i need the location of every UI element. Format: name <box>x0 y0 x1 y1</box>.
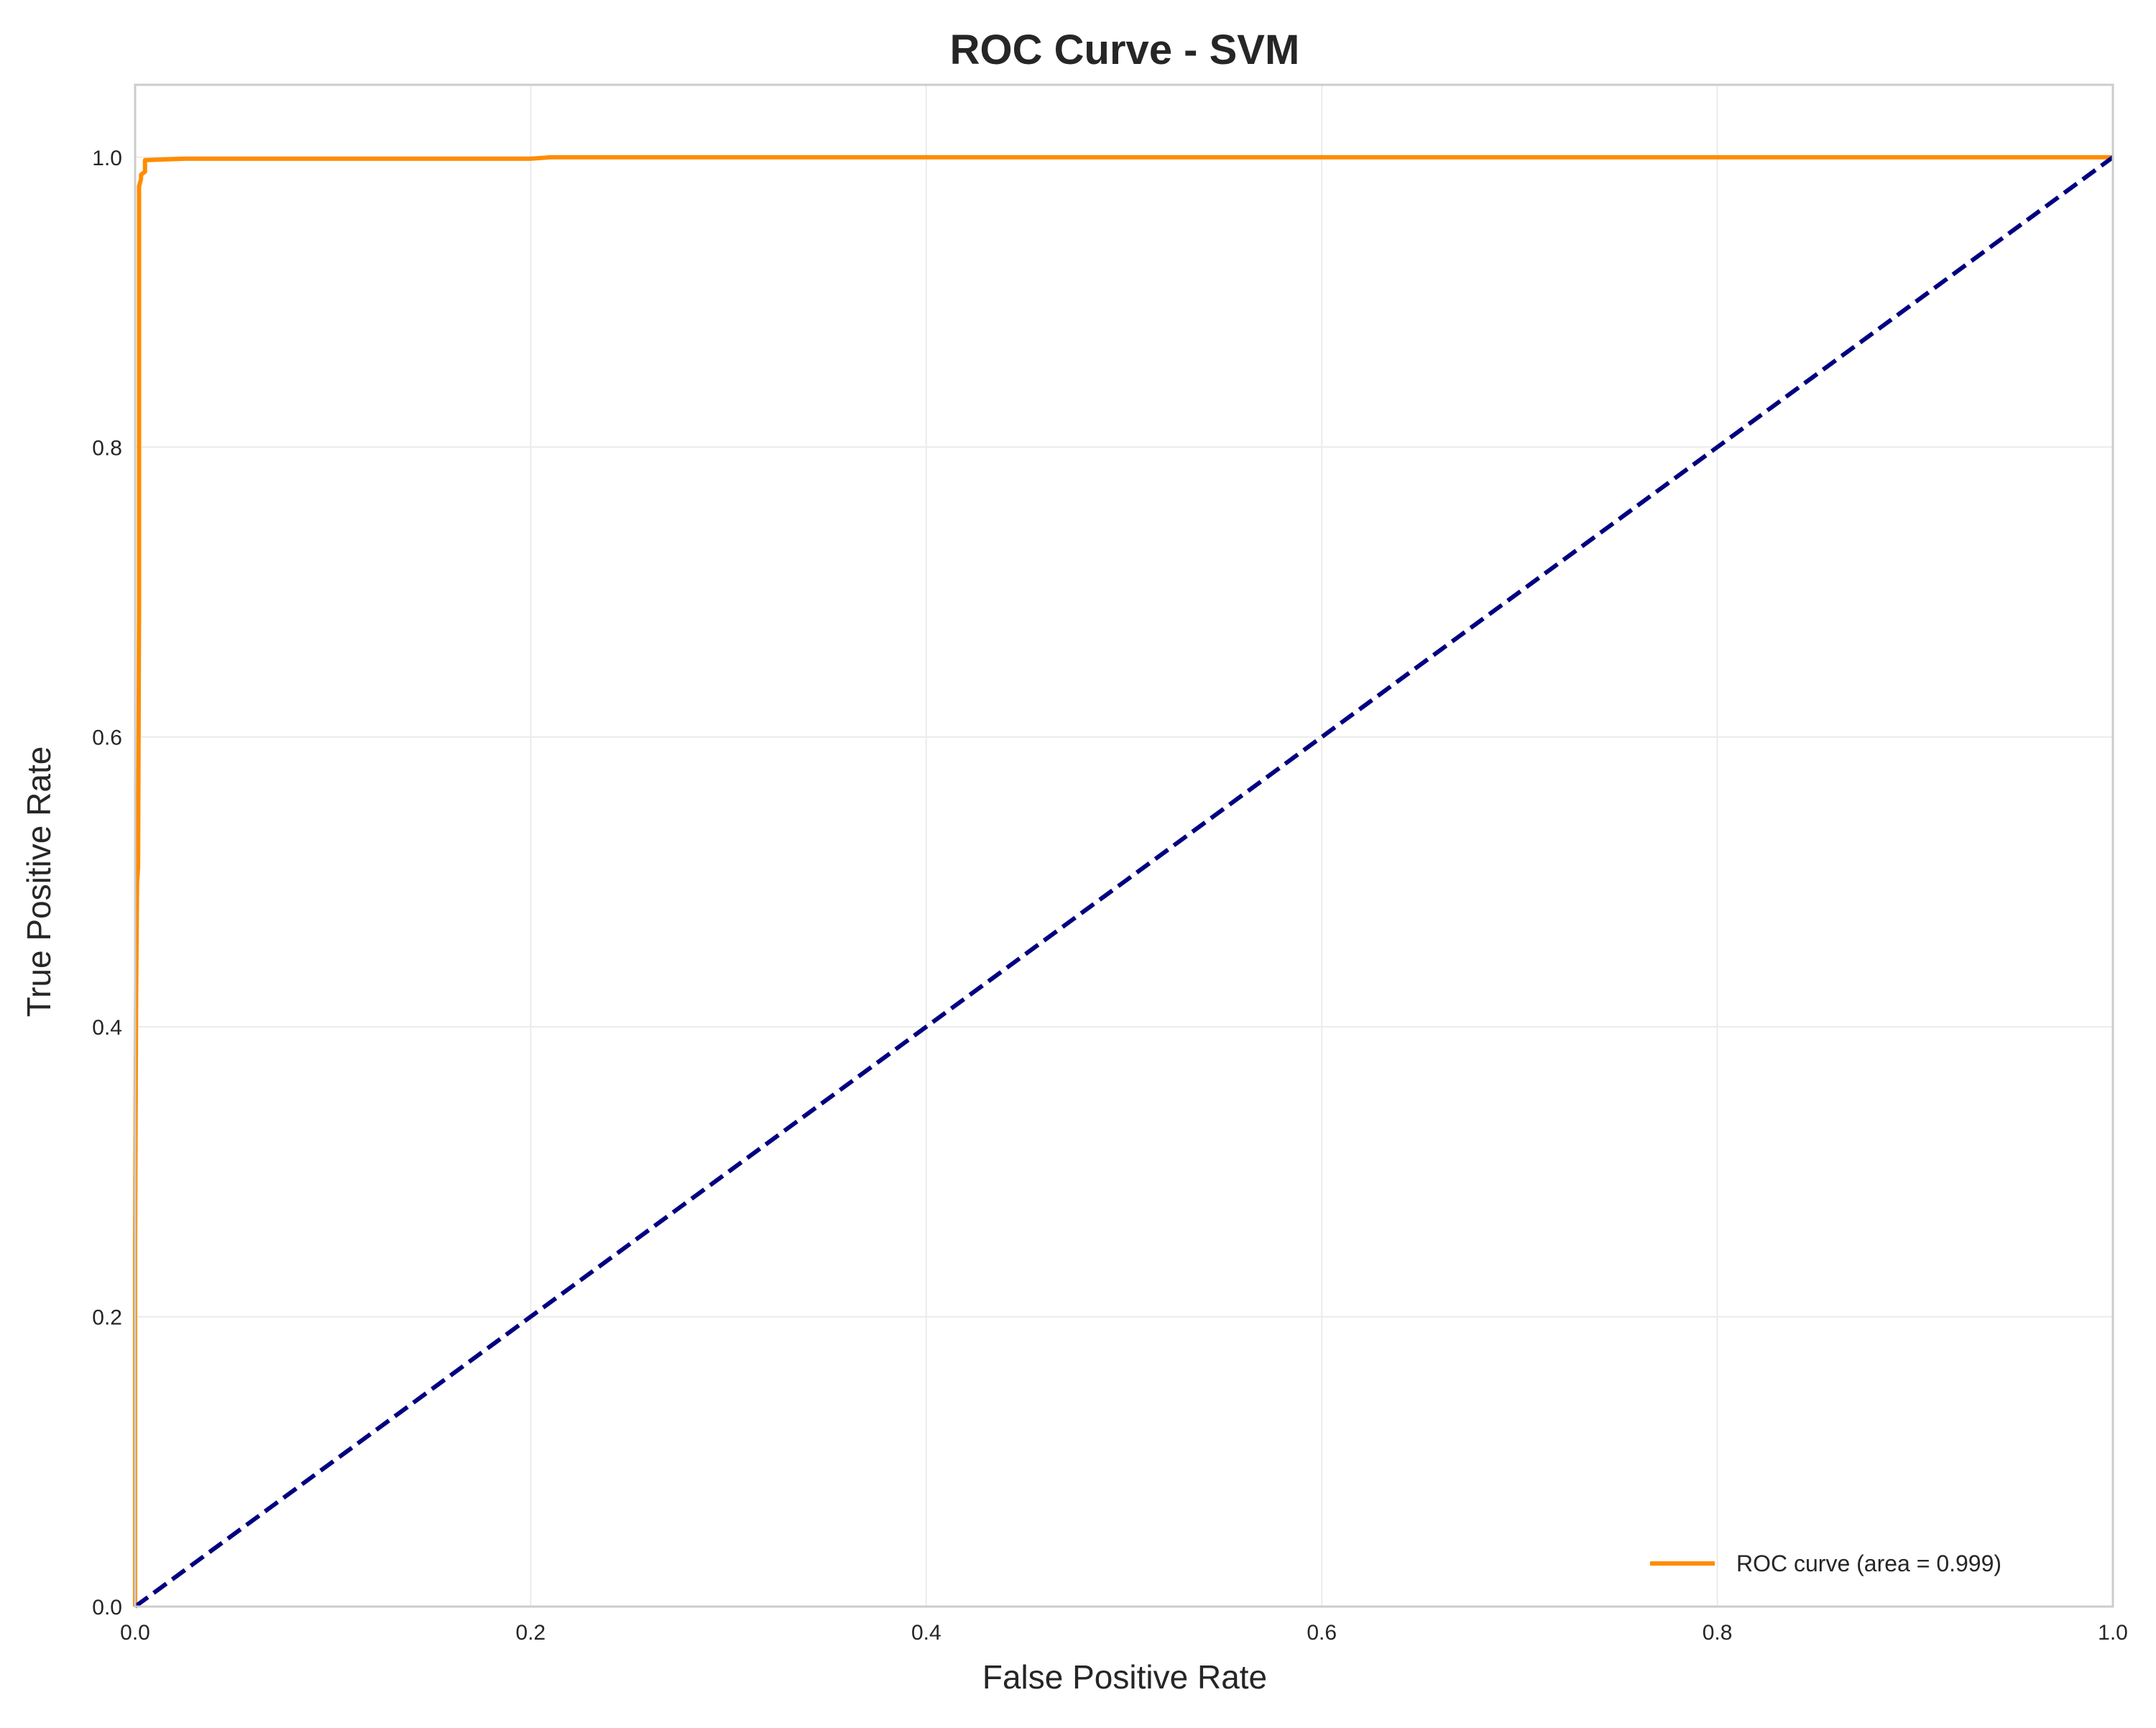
x-tick-label: 0.4 <box>911 1621 941 1645</box>
x-axis-label: False Positive Rate <box>982 1658 1267 1696</box>
y-axis-label: True Positive Rate <box>20 747 57 1017</box>
y-tick-label: 1.0 <box>92 147 122 170</box>
y-tick-label: 0.8 <box>92 436 122 460</box>
chance-diagonal-line <box>134 155 2114 1609</box>
y-tick-label: 0.2 <box>92 1306 122 1330</box>
x-tick-label: 0.6 <box>1307 1621 1337 1645</box>
tick-labels: 0.0 0.2 0.4 0.6 0.8 1.0 0.0 0.2 0.4 0.6 0.8 1.0 <box>92 147 2128 1645</box>
plot-border <box>134 83 2114 1608</box>
chart-title: ROC Curve - SVM <box>950 27 1300 73</box>
legend: ROC curve (area = 0.999) <box>1650 1551 2001 1576</box>
x-tick-label: 0.0 <box>120 1621 150 1645</box>
x-tick-label: 0.8 <box>1703 1621 1733 1645</box>
grid-layer <box>134 85 2114 1607</box>
roc-curve-line <box>133 154 2113 1607</box>
plot-frame <box>134 83 2114 1608</box>
y-tick-label: 0.4 <box>92 1016 122 1040</box>
x-tick-label: 0.2 <box>516 1621 546 1645</box>
x-tick-label: 1.0 <box>2098 1621 2128 1645</box>
y-tick-label: 0.6 <box>92 726 122 750</box>
legend-label-roc: ROC curve (area = 0.999) <box>1736 1551 2001 1576</box>
series-layer <box>133 154 2114 1609</box>
y-tick-label: 0.0 <box>92 1596 122 1620</box>
